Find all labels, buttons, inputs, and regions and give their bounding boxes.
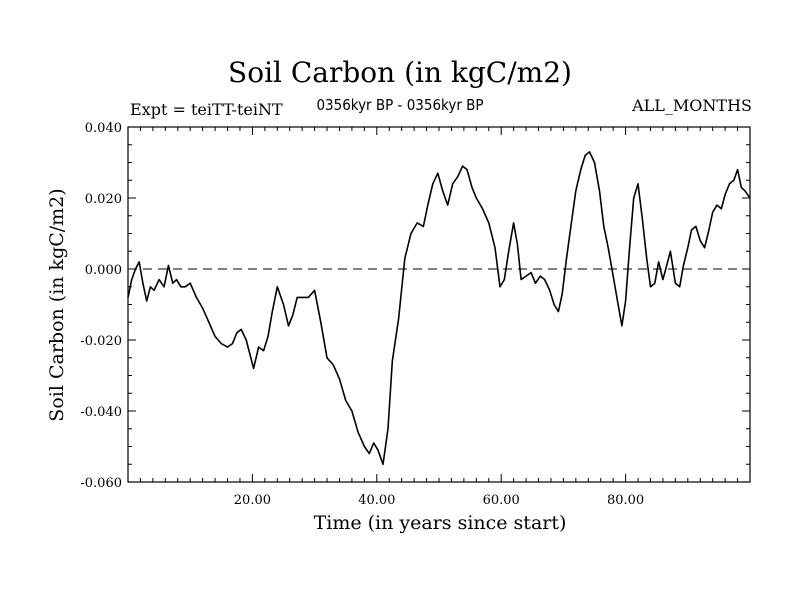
chart-subtitle: 0356kyr BP - 0356kyr BP xyxy=(316,96,484,114)
y-tick-label: 0.040 xyxy=(85,121,122,136)
x-tick-label: 20.00 xyxy=(234,493,271,508)
period-label: ALL_MONTHS xyxy=(632,96,752,115)
y-axis-label: Soil Carbon (in kgC/m2) xyxy=(46,188,68,422)
x-axis-label: Time (in years since start) xyxy=(313,512,567,534)
x-tick-label: 80.00 xyxy=(607,493,644,508)
y-tick-label: -0.040 xyxy=(80,405,122,420)
y-tick-label: -0.020 xyxy=(80,334,122,349)
chart-title: Soil Carbon (in kgC/m2) xyxy=(228,56,572,89)
x-tick-label: 40.00 xyxy=(358,493,395,508)
y-tick-label: -0.060 xyxy=(80,476,122,491)
experiment-label: Expt = teiTT-teiNT xyxy=(130,100,283,119)
series-line-0 xyxy=(127,151,751,466)
plot-frame xyxy=(127,126,751,483)
x-tick-label: 60.00 xyxy=(483,493,520,508)
y-tick-label: 0.000 xyxy=(85,263,122,278)
y-tick-label: 0.020 xyxy=(85,192,122,207)
